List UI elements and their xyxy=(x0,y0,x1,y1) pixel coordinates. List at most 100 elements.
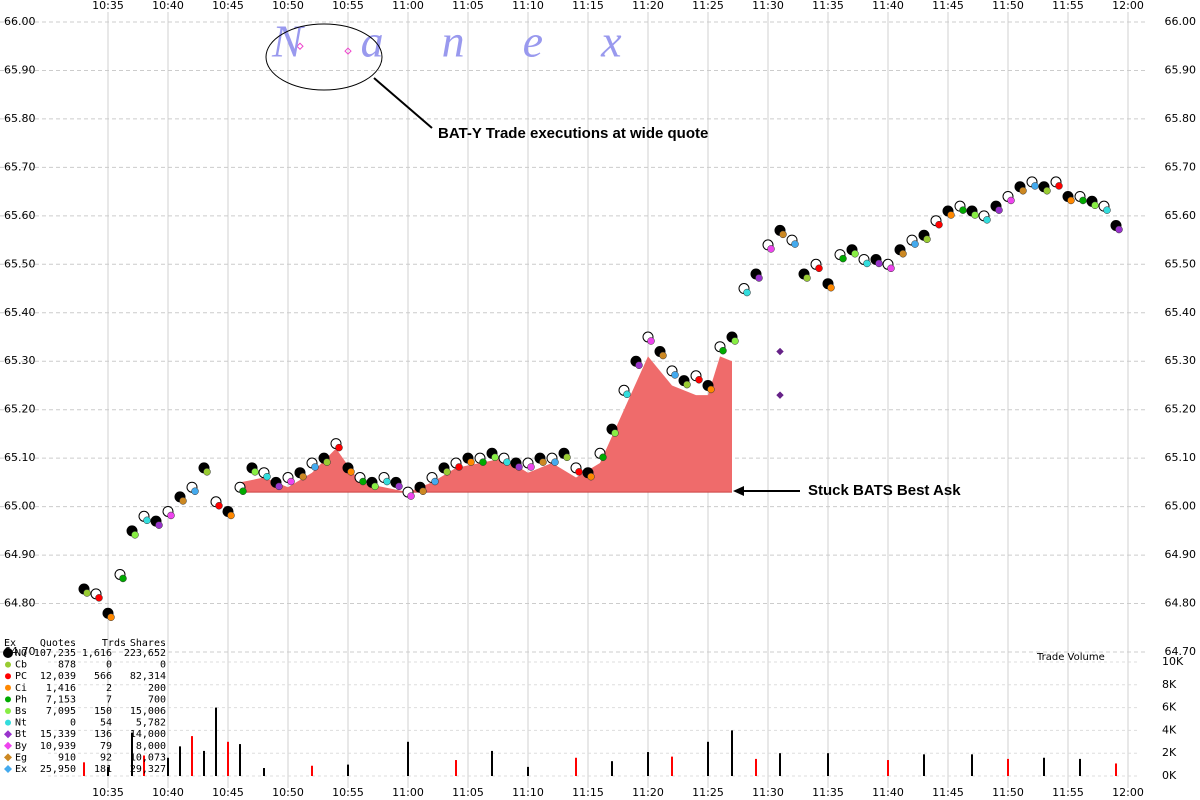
volume-bar xyxy=(107,766,109,776)
table-cell: PC xyxy=(15,671,27,682)
table-marker xyxy=(4,730,12,739)
odd-trades xyxy=(776,391,784,399)
trade-marker xyxy=(455,463,463,471)
table-cell: 700 xyxy=(148,694,166,705)
volume-bar xyxy=(707,741,709,776)
y-tick-label: 65.10 xyxy=(4,451,36,464)
y-tick-label: 66.00 xyxy=(4,15,36,28)
table-cell: Ci xyxy=(15,683,27,694)
table-cell: 0 xyxy=(160,660,166,671)
y-tick-label: 65.90 xyxy=(1165,63,1197,76)
trade-marker xyxy=(851,250,859,258)
trade-marker xyxy=(191,487,199,495)
table-cell: 14,000 xyxy=(130,729,166,740)
x-tick-label: 10:35 xyxy=(92,786,124,799)
trade-marker xyxy=(227,511,235,520)
table-cell: Cb xyxy=(15,660,27,671)
table-cell: 0 xyxy=(70,718,76,729)
volume-label: Trade Volume xyxy=(1036,652,1105,663)
x-tick-label: 11:40 xyxy=(872,786,904,799)
trade-marker xyxy=(1031,182,1039,190)
table-cell: 7,153 xyxy=(46,694,76,705)
x-tick-label: 11:50 xyxy=(992,786,1024,799)
trade-marker xyxy=(995,206,1003,214)
y-tick-label: 66.00 xyxy=(1165,15,1197,28)
y-tick-label: 64.80 xyxy=(4,597,36,610)
table-cell: Bt xyxy=(15,729,27,740)
volume-tick-label: 4K xyxy=(1162,723,1177,736)
volume-bar xyxy=(407,741,409,776)
trade-marker xyxy=(215,502,223,510)
x-tick-label: 10:55 xyxy=(332,786,364,799)
volume-bar xyxy=(611,761,613,776)
trade-marker xyxy=(479,458,487,466)
volume-bar xyxy=(1079,758,1081,776)
volume-bar xyxy=(827,753,829,776)
x-tick-label: 10:50 xyxy=(272,786,304,799)
trade-marker xyxy=(1115,225,1123,234)
trade-marker xyxy=(923,235,931,243)
volume-tick-label: 10K xyxy=(1162,655,1184,668)
trade-marker xyxy=(755,274,763,282)
x-tick-label: 10:40 xyxy=(152,0,184,12)
trade-marker xyxy=(95,594,103,602)
trade-marker xyxy=(311,463,319,471)
table-cell: Ex xyxy=(15,764,27,775)
trade-marker xyxy=(803,274,811,282)
callout-ellipse xyxy=(265,23,383,91)
watermark: Nanex xyxy=(271,16,680,67)
trade-marker xyxy=(635,361,643,369)
trade-marker xyxy=(431,477,439,486)
volume-bar xyxy=(971,754,973,776)
table-marker xyxy=(4,753,12,762)
table-header: Trds xyxy=(102,638,126,649)
y-tick-label: 65.30 xyxy=(4,354,36,367)
trade-marker xyxy=(887,264,895,273)
trade-marker xyxy=(275,482,283,491)
volume-bar xyxy=(455,760,457,776)
table-cell: 7,095 xyxy=(46,706,76,717)
trade-marker xyxy=(1019,187,1027,195)
volume-tick-label: 2K xyxy=(1162,746,1177,759)
trade-marker xyxy=(239,487,247,495)
trade-marker xyxy=(467,458,475,466)
x-tick-label: 10:55 xyxy=(332,0,364,12)
trade-marker xyxy=(815,264,823,273)
trade-marker xyxy=(515,463,523,471)
y-tick-label: 65.20 xyxy=(1165,403,1197,416)
table-marker xyxy=(5,684,11,691)
trade-marker xyxy=(263,472,271,481)
trade-marker xyxy=(959,206,967,214)
volume-bar xyxy=(83,762,85,776)
trade-marker xyxy=(863,259,871,268)
x-tick-label: 11:50 xyxy=(992,0,1024,12)
trade-marker xyxy=(707,385,715,394)
x-tick-label: 11:05 xyxy=(452,786,484,799)
y-tick-label: 65.40 xyxy=(1165,306,1197,319)
table-marker xyxy=(5,696,11,703)
y-tick-label: 65.50 xyxy=(4,257,36,270)
x-tick-label: 11:20 xyxy=(632,0,664,12)
table-cell: Bs xyxy=(15,706,27,717)
table-cell: 10,073 xyxy=(130,752,166,763)
trade-marker xyxy=(1103,206,1111,214)
volume-bar xyxy=(227,741,229,776)
table-cell: 136 xyxy=(94,729,112,740)
trade-marker xyxy=(131,531,139,539)
table-cell: 223,652 xyxy=(124,648,166,659)
trade-marker xyxy=(443,468,451,476)
x-tick-label: 11:40 xyxy=(872,0,904,12)
x-tick-label: 11:05 xyxy=(452,0,484,12)
x-tick-label: 11:55 xyxy=(1052,786,1084,799)
table-cell: 10,939 xyxy=(40,741,76,752)
volume-bar xyxy=(179,746,181,776)
x-tick-label: 11:15 xyxy=(572,786,604,799)
table-cell: 2 xyxy=(106,683,112,694)
table-cell: 79 xyxy=(100,741,112,752)
x-tick-label: 12:00 xyxy=(1112,0,1144,12)
trade-marker xyxy=(551,458,559,466)
volume-bar xyxy=(1043,757,1045,776)
x-tick-label: 11:55 xyxy=(1052,0,1084,12)
x-tick-label: 10:40 xyxy=(152,786,184,799)
